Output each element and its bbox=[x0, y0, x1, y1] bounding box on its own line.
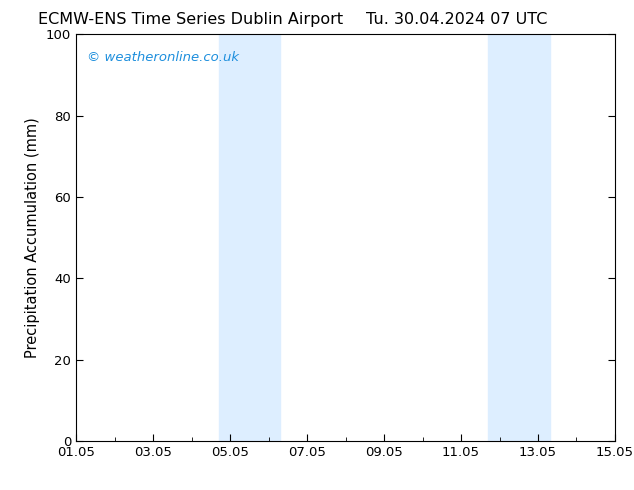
Text: Tu. 30.04.2024 07 UTC: Tu. 30.04.2024 07 UTC bbox=[366, 12, 547, 27]
Y-axis label: Precipitation Accumulation (mm): Precipitation Accumulation (mm) bbox=[25, 117, 41, 358]
Text: ECMW-ENS Time Series Dublin Airport: ECMW-ENS Time Series Dublin Airport bbox=[37, 12, 343, 27]
Text: © weatheronline.co.uk: © weatheronline.co.uk bbox=[87, 50, 239, 64]
Bar bbox=[488, 34, 550, 441]
Bar bbox=[219, 34, 280, 441]
